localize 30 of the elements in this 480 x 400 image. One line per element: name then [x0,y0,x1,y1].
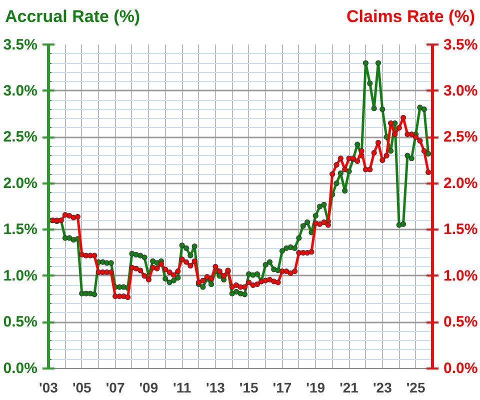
x-tick-label: '13 [206,380,226,396]
y-tick-label: 2.0% [3,174,38,192]
x-tick-label: '09 [139,380,158,396]
y-axis-title: Accrual Rate (%) [5,6,140,28]
y2-tick-label: 3.5% [444,36,478,54]
x-tick-label: '21 [340,380,359,396]
x-tick-label: '11 [173,380,192,396]
x-tick-label: '15 [239,380,259,396]
y2-tick-label: 3.0% [444,82,478,100]
y-tick-label: 3.0% [3,82,38,100]
x-tick-label: '03 [39,380,58,396]
y2-tick-label: 0.5% [444,314,478,331]
y2-tick-label: 1.0% [444,267,478,284]
y2-tick-label: 2.5% [444,128,478,146]
x-tick-label: '17 [272,380,292,396]
y2-axis-title: Claims Rate (%) [346,6,475,28]
y-tick-label: 3.5% [3,36,38,54]
x-tick-label: '07 [106,380,125,396]
y-tick-label: 0.5% [3,314,38,331]
y-tick-label: 1.5% [3,221,38,238]
x-tick-label: '19 [306,380,326,396]
x-tick-label: '05 [72,380,92,396]
y2-tick-label: 2.0% [444,174,478,192]
y2-tick-label: 1.5% [444,221,478,238]
y-tick-label: 0.0% [3,360,38,377]
x-tick-label: '25 [406,380,426,396]
y-tick-label: 2.5% [3,128,38,146]
y2-tick-label: 0.0% [444,360,478,377]
y-tick-label: 1.0% [3,267,38,284]
x-tick-label: '23 [372,380,392,396]
